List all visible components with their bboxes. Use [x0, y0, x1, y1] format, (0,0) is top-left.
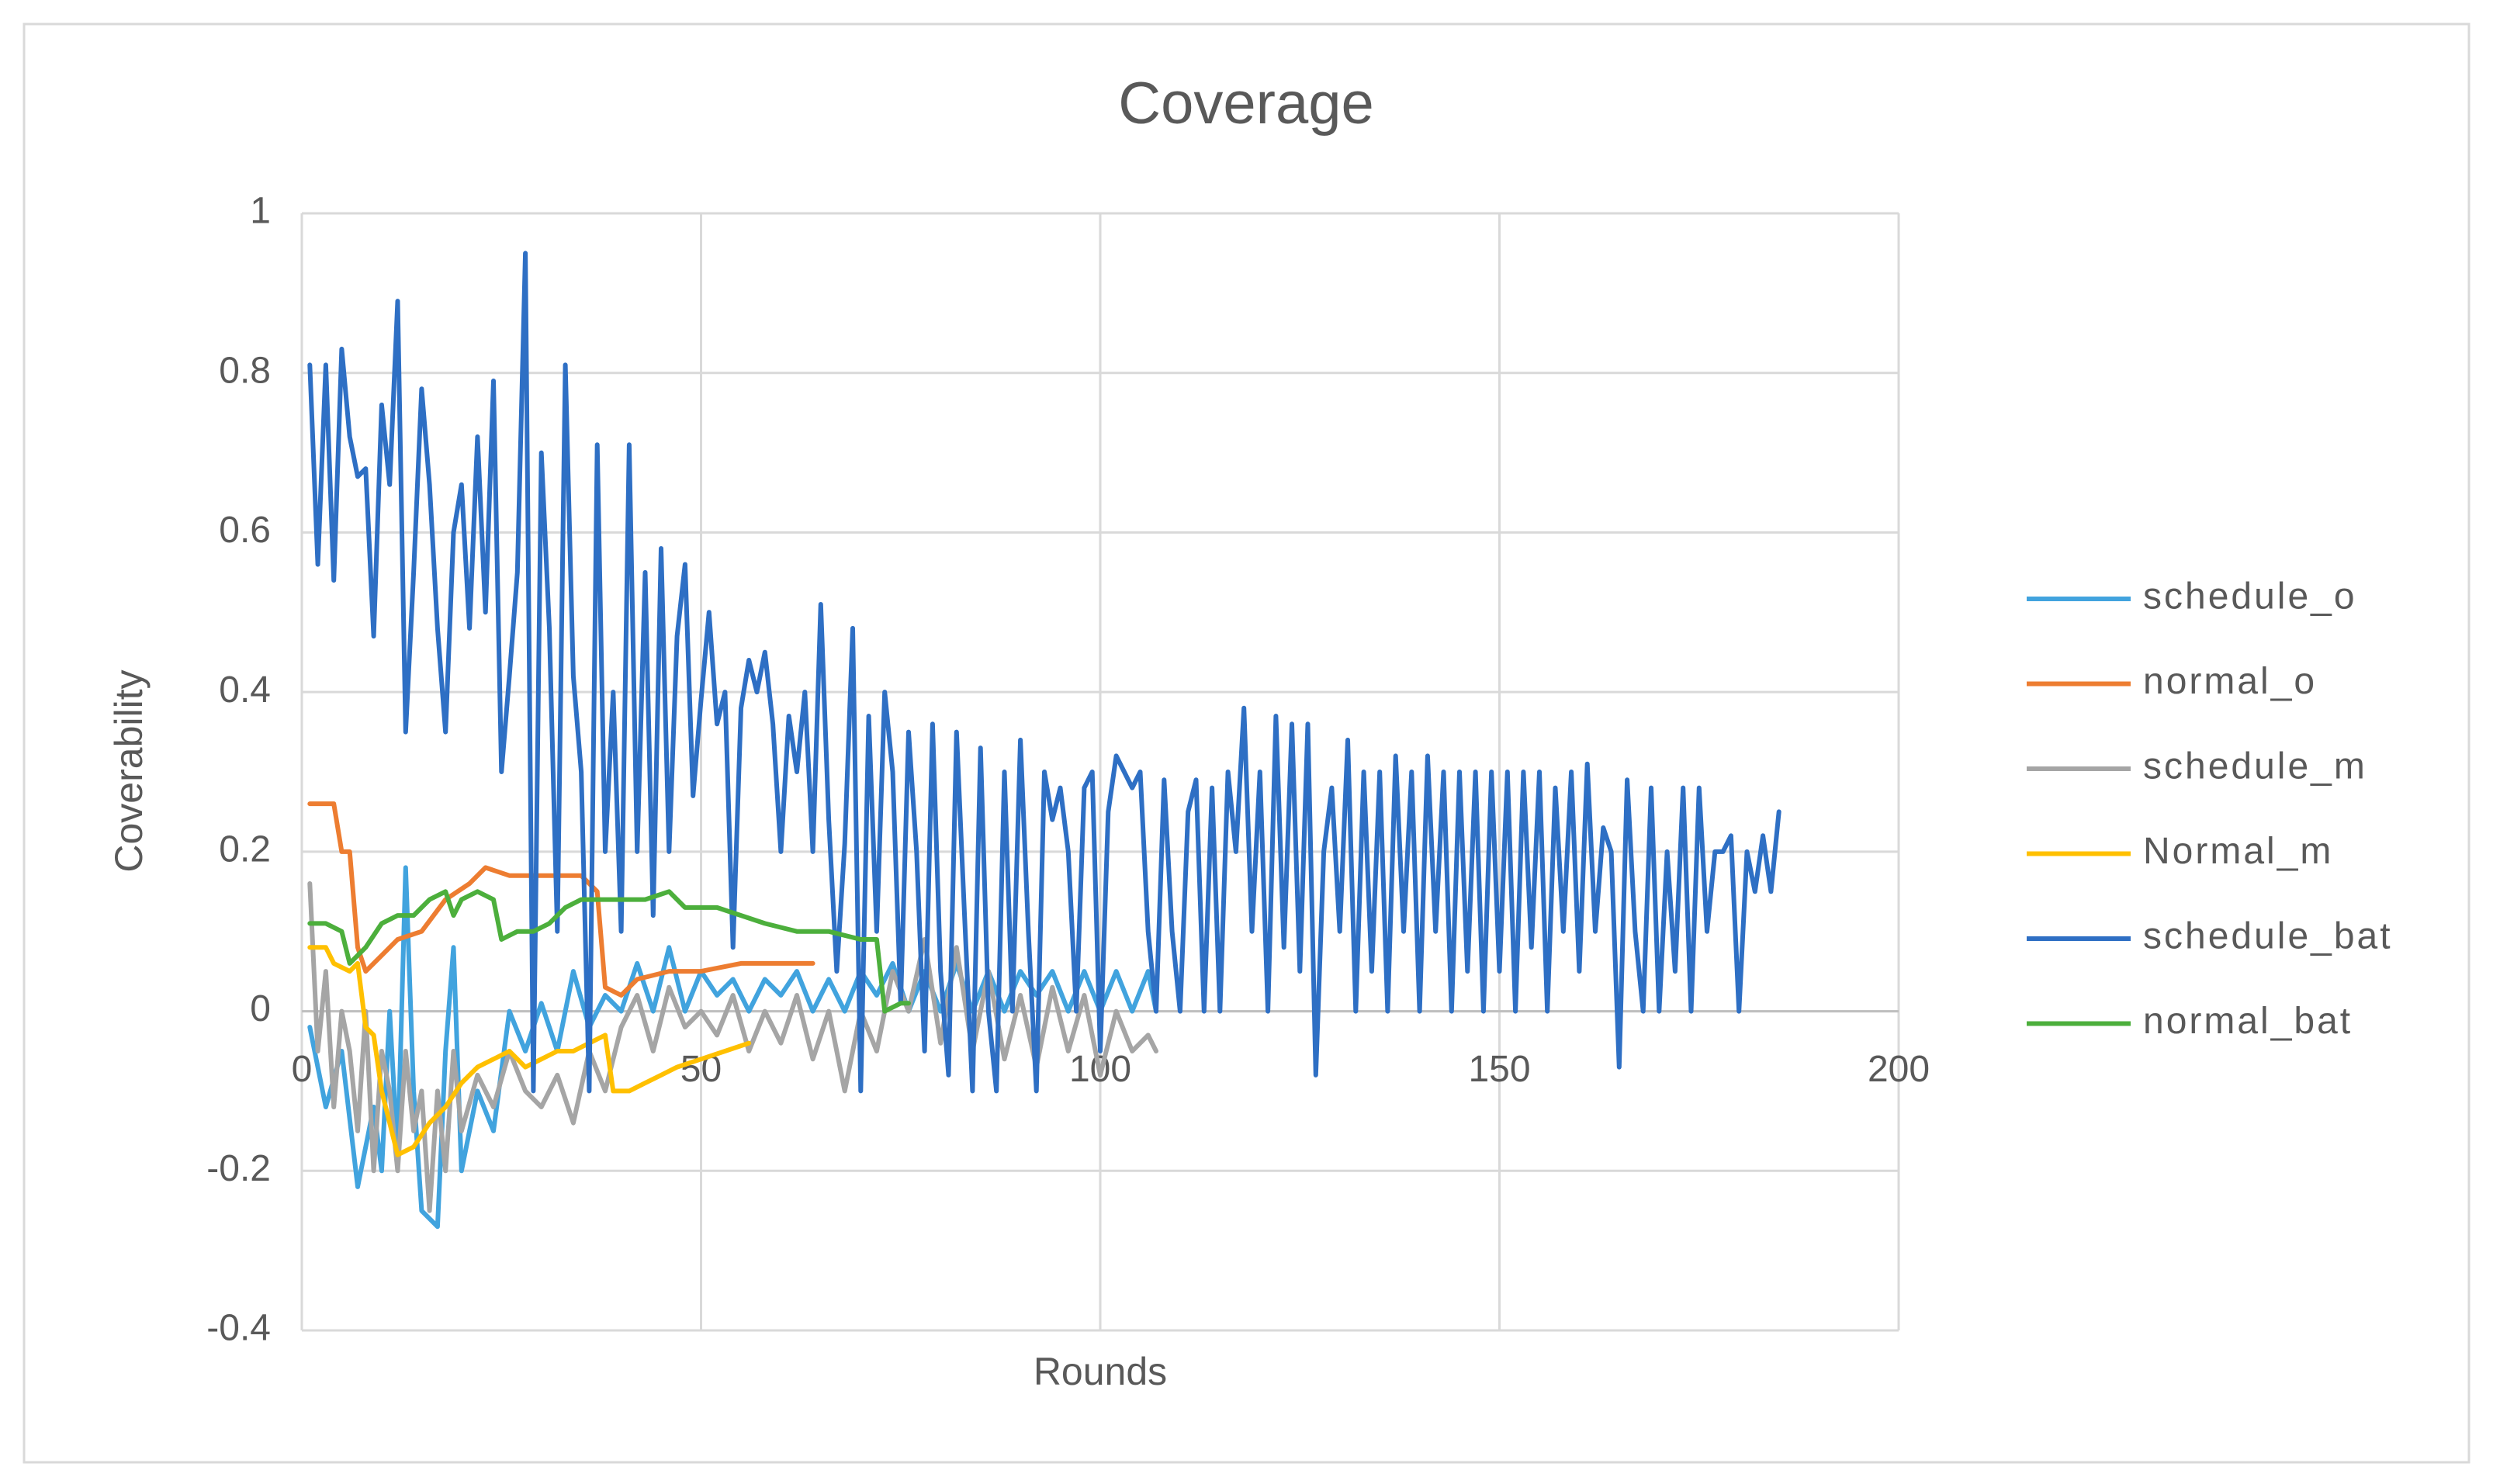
legend-label: normal_bat [2143, 1001, 2353, 1042]
y-tick-label: 0.4 [219, 669, 271, 711]
data-line [307, 889, 911, 1014]
data-line [307, 801, 815, 998]
legend-label: schedule_m [2143, 746, 2367, 787]
y-tick-label: 1 [250, 191, 271, 232]
y-tick-label: -0.2 [206, 1148, 271, 1189]
y-tick-label: 0.8 [219, 350, 271, 391]
x-tick-label: 150 [1468, 1049, 1530, 1090]
data-line [307, 945, 752, 1157]
y-axis-label: Coverability [107, 669, 151, 872]
y-tick-label: 0.6 [219, 510, 271, 551]
legend-label: normal_o [2143, 661, 2317, 702]
x-tick-label: 0 [292, 1049, 313, 1090]
x-tick-label: 200 [1868, 1049, 1930, 1090]
x-axis-label: Rounds [1034, 1350, 1167, 1393]
y-tick-label: 0.2 [219, 829, 271, 870]
legend-label: schedule_o [2143, 576, 2357, 617]
legend-label: Normal_m [2143, 831, 2333, 872]
data-line [307, 251, 1781, 1094]
y-tick-label: -0.4 [206, 1308, 271, 1349]
y-tick-label: 0 [250, 988, 271, 1029]
chart-title: Coverage [1118, 71, 1374, 137]
legend-label: schedule_bat [2143, 916, 2393, 957]
